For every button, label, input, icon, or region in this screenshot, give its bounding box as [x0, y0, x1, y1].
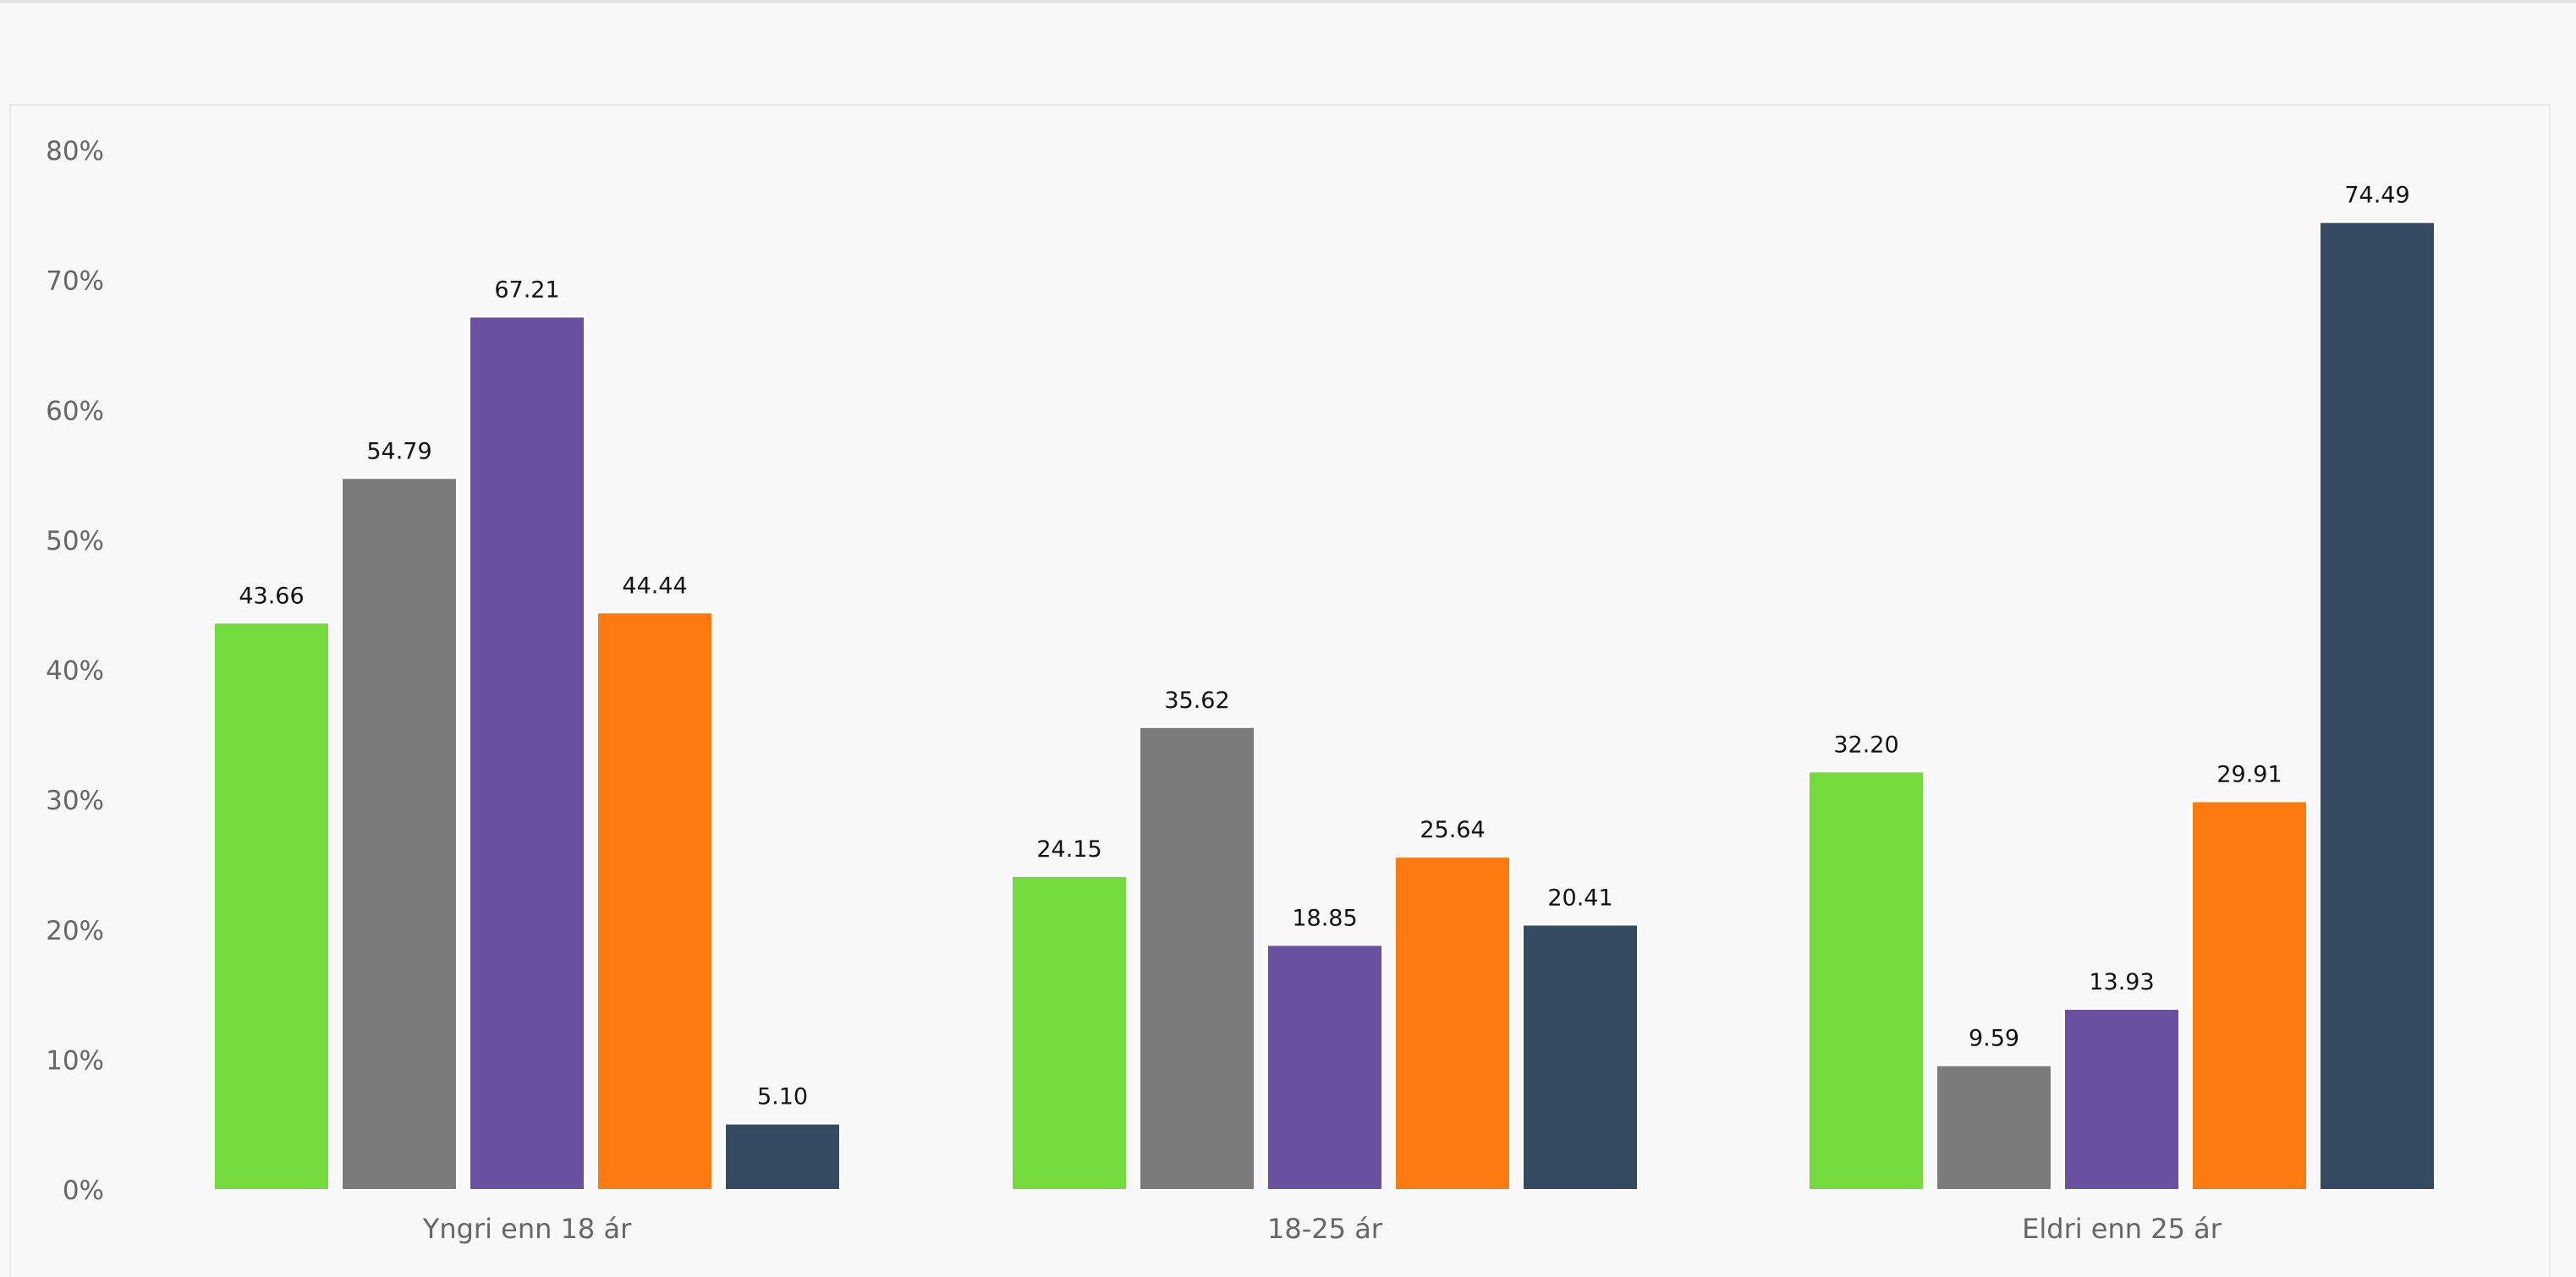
y-tick-label: 10%	[46, 1045, 104, 1076]
bar[interactable]	[1936, 1064, 2052, 1191]
data-label: 43.66	[239, 583, 304, 609]
bar[interactable]	[1394, 856, 1511, 1192]
bar[interactable]	[724, 1122, 841, 1191]
data-label: 44.44	[622, 573, 687, 599]
x-axis: Yngri enn 18 ár 18-25 ár Eldri enn 25 ár	[422, 1213, 2222, 1245]
bar[interactable]	[1522, 923, 1639, 1192]
y-tick-label: 50%	[46, 526, 104, 556]
bar[interactable]	[213, 622, 330, 1191]
data-label: 35.62	[1164, 688, 1229, 714]
y-tick-label: 0%	[63, 1176, 104, 1206]
data-label: 24.15	[1036, 836, 1101, 863]
bar[interactable]	[341, 477, 458, 1191]
x-category-label: Eldri enn 25 ár	[2022, 1213, 2222, 1245]
y-tick-label: 30%	[46, 786, 104, 816]
bar[interactable]	[1139, 726, 1255, 1191]
y-tick-label: 70%	[46, 266, 104, 297]
data-label: 74.49	[2344, 183, 2409, 209]
data-label: 67.21	[494, 277, 559, 303]
bar[interactable]	[2319, 221, 2436, 1192]
y-tick-label: 40%	[46, 656, 104, 687]
bar[interactable]	[1808, 770, 1925, 1191]
bar[interactable]	[596, 611, 713, 1191]
x-category-label: 18-25 ár	[1267, 1213, 1383, 1245]
data-label: 32.20	[1833, 732, 1898, 758]
y-axis: 0% 10% 20% 30% 40% 50% 60% 70% 80%	[46, 136, 104, 1206]
data-label: 54.79	[366, 438, 431, 464]
data-label: 5.10	[757, 1084, 808, 1110]
data-label: 25.64	[1420, 817, 1485, 843]
y-tick-label: 20%	[46, 916, 104, 946]
top-border	[0, 0, 2576, 3]
x-category-label: Yngri enn 18 ár	[422, 1213, 632, 1245]
y-tick-label: 80%	[46, 136, 104, 167]
data-label: 18.85	[1292, 905, 1357, 931]
data-label: 29.91	[2216, 762, 2282, 788]
bar[interactable]	[469, 315, 585, 1192]
data-label: 13.93	[2089, 969, 2154, 995]
data-label: 9.59	[1969, 1026, 2019, 1052]
bar[interactable]	[2063, 1008, 2180, 1191]
bars-layer	[213, 221, 2436, 1192]
bar[interactable]	[1266, 944, 1383, 1191]
data-labels-layer: 43.66 24.15 32.20 54.79 35.62 9.59 67.21 18.85 1…	[239, 183, 2409, 1110]
y-tick-label: 60%	[46, 396, 104, 426]
data-label: 20.41	[1547, 885, 1612, 911]
bar[interactable]	[1011, 874, 1128, 1191]
bar[interactable]	[2191, 800, 2308, 1191]
